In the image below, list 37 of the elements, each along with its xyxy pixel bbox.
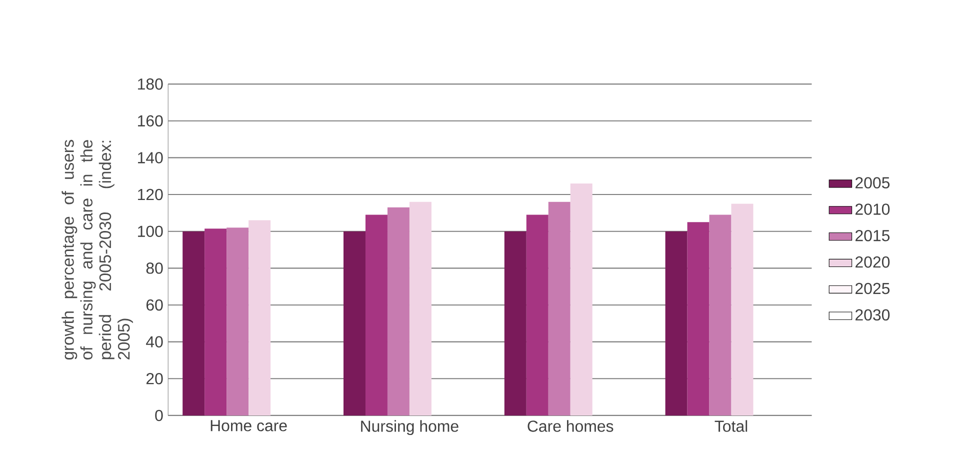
bar [731,204,754,416]
x-tick-label: Total [714,420,748,432]
y-tick-label: 60 [146,299,163,310]
legend-label: 2010 [856,203,890,215]
legend-label: 2020 [856,256,890,268]
bar [204,228,227,416]
y-tick-label: 140 [138,152,163,164]
bar [409,202,432,416]
y-tick-label: 100 [138,226,163,237]
y-tick-label: 0 [155,410,163,421]
bar [526,214,548,416]
bar [709,214,732,416]
bar [687,222,710,416]
y-tick-label: 160 [138,115,163,126]
legend-label: 2030 [856,309,890,320]
x-tick-label: Home care [210,420,287,432]
legend-label: 2015 [856,230,890,242]
y-tick-label: 180 [138,78,163,90]
bar [665,231,688,416]
bar [226,228,249,416]
y-tick-label: 20 [146,372,163,384]
bar [387,207,410,416]
bar [548,202,570,416]
bar [344,231,366,416]
x-tick-label: Care homes [528,420,614,432]
bar [182,231,205,416]
bar [504,231,526,416]
y-tick-label: 120 [138,188,163,200]
bar [248,220,271,416]
y-tick-label: 80 [146,262,163,274]
legend-label: 2005 [856,177,890,188]
bar [365,214,388,416]
y-tick-label: 40 [146,336,163,348]
y-axis-title: growth percentage of users of nursing and care in the period 2005-2030 (index: 2005) [62,140,133,360]
bar [570,183,592,416]
x-tick-label: Nursing home [361,420,458,435]
legend-label: 2025 [856,282,890,294]
